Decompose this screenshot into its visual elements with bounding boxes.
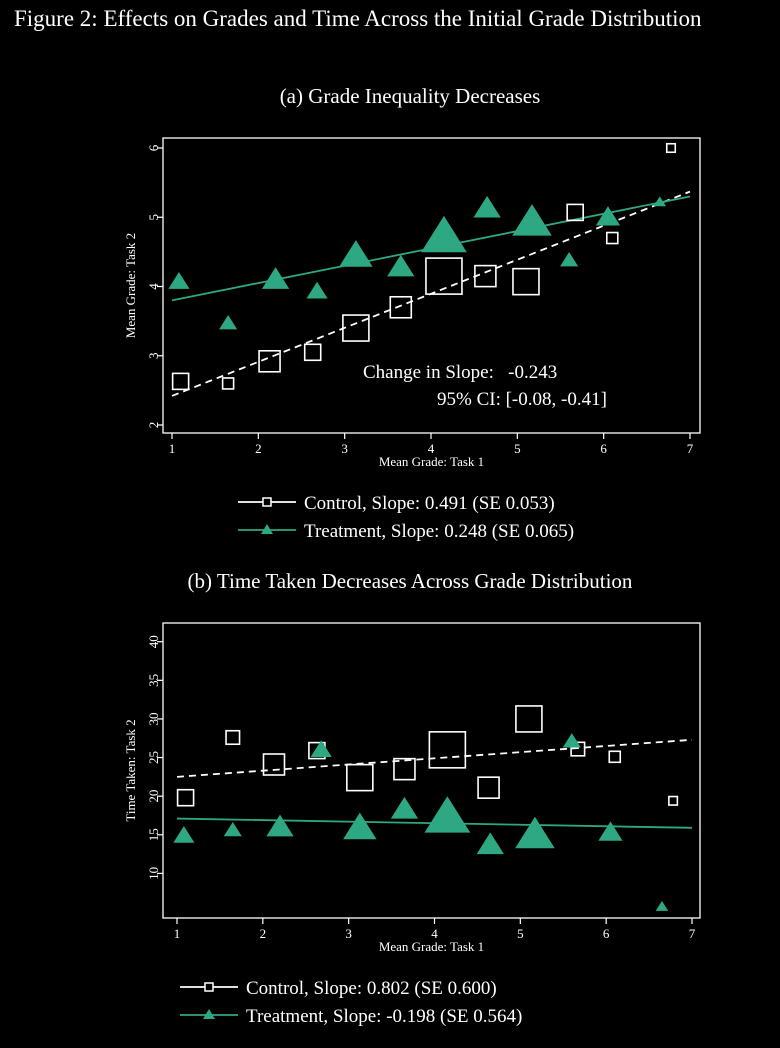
panel-a-chart: (a) Grade Inequality Decreases 2 3 4 5 6 1 2 3 4 5…	[123, 84, 701, 542]
panel-b-legend-treatment-marker	[203, 1009, 215, 1019]
panel-b-treatment-point	[173, 825, 195, 843]
panel-b-xtick-label: 7	[689, 926, 696, 941]
panel-b-legend-control-marker	[204, 982, 214, 992]
panel-a-treatment-point	[219, 315, 238, 330]
panel-a-annotation-slope-change: Change in Slope: -0.243	[363, 362, 557, 383]
panel-b-legend-treatment-label: Treatment, Slope: -0.198 (SE 0.564)	[246, 1006, 522, 1027]
panel-b-control-point	[608, 750, 622, 764]
panel-b-xtick-label: 3	[345, 926, 352, 941]
panel-a-control-point	[258, 349, 281, 373]
panel-b-ytick-label: 10	[146, 867, 161, 880]
panel-a-control-point	[171, 372, 190, 391]
panel-a-ytick-label: 5	[146, 214, 161, 221]
panel-a-xtick-label: 1	[169, 441, 176, 456]
panel-b-chart: (b) Time Taken Decreases Across Grade Di…	[123, 569, 701, 1027]
panel-b-xtick-label: 4	[431, 926, 438, 941]
panel-a-ytick-label: 6	[146, 144, 161, 151]
panel-a-legend-treatment-marker	[261, 524, 273, 534]
panel-a-xtick-label: 2	[255, 441, 262, 456]
panel-b-treatment-point	[655, 900, 669, 911]
panel-a-control-point	[425, 257, 463, 295]
panel-b-ytick-label: 35	[146, 674, 161, 687]
panel-a-control-point	[605, 231, 619, 245]
panel-a-treatment-point	[339, 240, 373, 267]
panel-a-xtick-label: 7	[687, 441, 694, 456]
panel-b-ytick-label: 30	[146, 712, 161, 725]
panel-b-control-point	[570, 741, 586, 757]
panel-b-ytick-label: 20	[146, 790, 161, 803]
panel-a-control-point	[665, 142, 677, 154]
panel-a-control-point	[221, 377, 235, 390]
panel-a-treatment-point	[512, 204, 552, 236]
panel-a-control-point	[566, 203, 584, 222]
panel-b-treatment-point	[223, 821, 242, 837]
panel-a-control-point	[303, 343, 322, 362]
panel-a-treatment-point	[473, 195, 501, 218]
panel-b-plot-frame	[162, 622, 701, 919]
panel-b-control-point	[346, 763, 374, 792]
panel-b-xtick-label: 2	[260, 926, 267, 941]
panel-a-treatment-point	[168, 272, 190, 289]
panel-a-treatment-point	[560, 251, 579, 267]
panel-b-control-point	[515, 705, 543, 733]
panel-a-xtick-label: 5	[514, 441, 521, 456]
panel-b-control-point	[393, 757, 416, 781]
panel-a-control-point	[474, 264, 497, 288]
panel-a-annotation-ci: 95% CI: [-0.08, -0.41]	[437, 389, 607, 410]
panel-b-control-point	[668, 795, 679, 806]
panel-a-y-axis-label: Mean Grade: Task 2	[123, 233, 138, 338]
panel-a-control-point	[389, 295, 413, 319]
panel-a-x-axis-label: Mean Grade: Task 1	[379, 454, 484, 469]
panel-b-y-axis-label: Time Taken: Task 2	[123, 719, 138, 821]
panel-a-legend-control-label: Control, Slope: 0.491 (SE 0.053)	[304, 493, 555, 514]
panel-a-title: (a) Grade Inequality Decreases	[280, 84, 541, 108]
panel-a-treatment-point	[306, 281, 328, 299]
figure-title: Figure 2: Effects on Grades and Time Acr…	[14, 6, 702, 31]
panel-b-treatment-point	[476, 832, 504, 855]
panel-a-legend-treatment-label: Treatment, Slope: 0.248 (SE 0.065)	[304, 521, 574, 542]
panel-b-control-point	[262, 753, 286, 776]
panel-b-control-point	[225, 729, 241, 746]
panel-a-ytick-label: 4	[146, 283, 161, 290]
panel-b-xtick-label: 1	[174, 926, 181, 941]
panel-b-xtick-label: 6	[603, 926, 610, 941]
panel-b-treatment-point	[390, 796, 419, 819]
panel-b-title: (b) Time Taken Decreases Across Grade Di…	[188, 569, 633, 593]
panel-a-control-point	[342, 314, 370, 342]
panel-a-control-point	[512, 267, 540, 296]
panel-a-treatment-point	[261, 267, 290, 289]
panel-a-xtick-label: 4	[428, 441, 435, 456]
panel-b-control-point	[428, 731, 467, 769]
panel-b-control-point	[176, 788, 195, 807]
panel-a-treatment-point	[653, 196, 667, 207]
panel-a-xtick-label: 6	[600, 441, 607, 456]
panel-b-xtick-label: 5	[517, 926, 524, 941]
panel-a-ytick-label: 2	[146, 422, 161, 429]
panel-b-treatment-point	[598, 821, 623, 841]
panel-b-treatment-point	[266, 814, 294, 837]
panel-b-legend-control-label: Control, Slope: 0.802 (SE 0.600)	[246, 978, 497, 999]
panel-b-x-axis-label: Mean Grade: Task 1	[379, 939, 484, 954]
panel-b-control-fit-line	[176, 738, 693, 778]
panel-a-ytick-label: 3	[146, 353, 161, 360]
panel-a-treatment-point	[387, 254, 415, 277]
panel-b-treatment-point	[310, 740, 332, 758]
panel-b-ytick-label: 25	[146, 751, 161, 764]
panel-b-treatment-point	[343, 812, 377, 840]
panel-b-treatment-point	[562, 733, 581, 748]
panel-b-control-point	[477, 776, 500, 799]
panel-a-xtick-label: 3	[341, 441, 348, 456]
panel-b-treatment-point	[515, 816, 555, 849]
panel-b-treatment-point	[424, 796, 471, 833]
panel-a-legend-control-marker	[262, 497, 272, 507]
panel-a-treatment-point	[421, 215, 467, 253]
panel-b-ytick-label: 40	[146, 635, 161, 648]
panel-a-treatment-point	[595, 206, 621, 226]
panel-b-ytick-label: 15	[146, 828, 161, 841]
